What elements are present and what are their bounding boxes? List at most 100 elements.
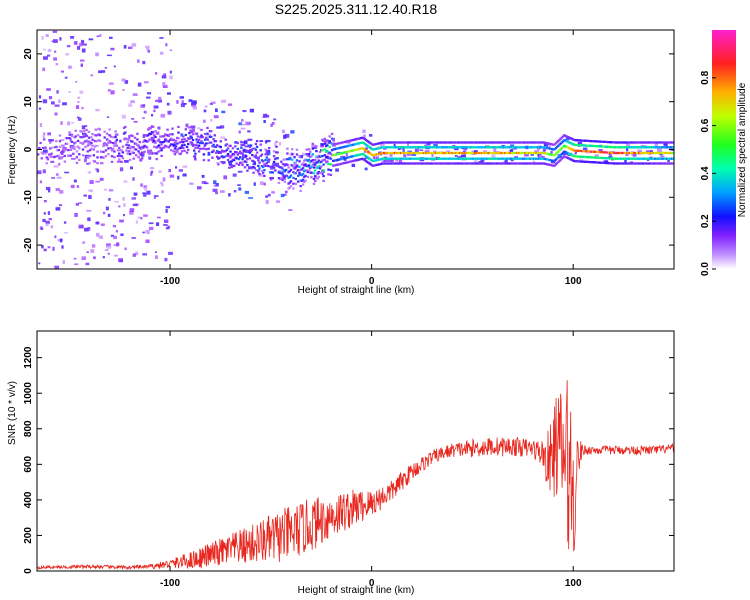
spectrogram-cell — [382, 151, 386, 155]
spectrogram-cell — [565, 140, 568, 143]
spectrogram-cell — [335, 159, 339, 162]
spectrogram-cell — [382, 146, 386, 149]
spectrogram-cell — [143, 185, 147, 189]
spectrogram-cell — [162, 140, 166, 143]
spectrogram-cell — [235, 151, 238, 154]
spectrogram-cell — [495, 157, 498, 160]
spectrogram-cell — [212, 188, 218, 192]
spectrogram-cell — [43, 200, 47, 203]
snr-frame — [36, 330, 675, 572]
spectrogram-cell — [180, 144, 184, 147]
spectrogram-cell — [305, 169, 308, 172]
spectrogram-cell — [616, 151, 619, 155]
spectrogram-cell — [284, 158, 288, 161]
spectrogram-cell — [461, 154, 466, 157]
spectrogram-cell — [118, 152, 121, 155]
spectrogram-cell — [165, 227, 169, 230]
spectrogram-cell — [586, 151, 591, 154]
spectrogram-cell — [259, 154, 262, 158]
spectrogram-cell — [552, 143, 555, 146]
spectrogram-cell — [311, 142, 314, 145]
spectrogram-cell — [102, 211, 106, 215]
spectrogram-cell — [132, 146, 135, 149]
spectrogram-cell — [159, 37, 164, 39]
spectrogram-cell — [130, 100, 135, 103]
spectrogram-cell — [245, 160, 248, 164]
spectrogram-cell — [295, 159, 299, 162]
spectrogram-cell — [212, 149, 215, 152]
colorbar-tick-label: 0.6 — [700, 118, 711, 132]
spectrogram-cell — [480, 157, 484, 160]
spectrogram-cell — [402, 148, 405, 152]
spectrogram-cell — [462, 157, 466, 160]
spectrogram-cell — [95, 168, 99, 171]
spectrogram-cell — [173, 147, 177, 150]
spectrogram-cell — [168, 169, 171, 173]
spectrogram-cell — [58, 145, 62, 148]
spectrogram-cell — [81, 43, 87, 46]
spectrogram-cell — [45, 34, 49, 37]
spectrogram-cell — [426, 143, 431, 146]
spectrogram-cell — [167, 146, 170, 149]
spectrogram-cell — [540, 146, 543, 149]
spectrogram-cell — [247, 150, 250, 153]
spectrogram-cell — [48, 139, 52, 142]
spectrogram-xlabel: Height of straight line (km) — [298, 285, 415, 296]
spectrogram-cell — [326, 160, 329, 163]
spectrogram-cell — [114, 136, 117, 139]
spectrogram-cell — [653, 157, 657, 160]
spectrogram-cell — [170, 143, 173, 146]
spectrogram-cell — [204, 105, 208, 108]
spectrogram-cell — [450, 157, 453, 160]
spectrogram-cell — [173, 141, 177, 144]
spectrogram-cell — [131, 118, 135, 120]
spectrogram-cell — [163, 224, 168, 226]
spectrogram-cell — [503, 162, 507, 165]
spectrogram-cell — [579, 158, 584, 161]
spectrogram-cell — [287, 176, 290, 179]
spectrogram-cell — [291, 158, 294, 161]
spectrogram-cell — [248, 197, 253, 199]
spectrogram-cell — [316, 156, 319, 159]
spectrogram-cell — [399, 141, 403, 144]
spectrogram-cell — [301, 167, 305, 170]
y-tick-label: 400 — [23, 491, 34, 508]
spectrogram-cell — [137, 82, 142, 87]
spectrogram-cell — [251, 148, 254, 151]
spectrogram-cell — [537, 147, 541, 150]
spectrogram-cell — [200, 128, 203, 131]
spectrogram-cell — [200, 140, 203, 143]
spectrogram-cell — [143, 144, 146, 147]
spectrogram-cell — [87, 171, 92, 174]
spectrogram-cell — [311, 144, 316, 148]
spectrogram-cell — [191, 102, 196, 106]
spectrogram-cell — [667, 157, 670, 160]
spectrogram-cell — [317, 159, 320, 162]
spectrogram-cell — [276, 164, 280, 167]
spectrogram-cell — [462, 146, 466, 149]
spectrogram-cell — [555, 151, 559, 154]
spectrogram-cell — [148, 151, 153, 155]
spectrogram-cell — [335, 142, 339, 145]
spectrogram-cell — [345, 145, 348, 148]
spectrogram-cell — [118, 259, 124, 263]
spectrogram-cell — [144, 145, 147, 148]
spectrogram-cell — [189, 129, 192, 132]
spectrogram-cell — [122, 197, 125, 201]
spectrogram-heatmap — [37, 30, 674, 269]
spectrogram-cell — [109, 36, 113, 39]
spectrogram-cell — [116, 149, 120, 152]
spectrogram-cell — [398, 159, 403, 164]
spectrogram-cell — [96, 221, 99, 225]
spectrogram-cell — [95, 52, 99, 57]
spectrogram-cell — [249, 144, 253, 147]
spectrogram-cell — [659, 155, 665, 158]
spectrogram-cell — [88, 38, 94, 41]
spectrogram-cell — [248, 151, 252, 154]
spectrogram-cell — [248, 148, 253, 151]
spectrogram-cell — [503, 151, 507, 155]
spectrogram-cell — [96, 150, 99, 153]
spectrogram-cell — [298, 165, 301, 169]
spectrogram-cell — [133, 192, 138, 196]
spectrogram-cell — [215, 191, 218, 195]
